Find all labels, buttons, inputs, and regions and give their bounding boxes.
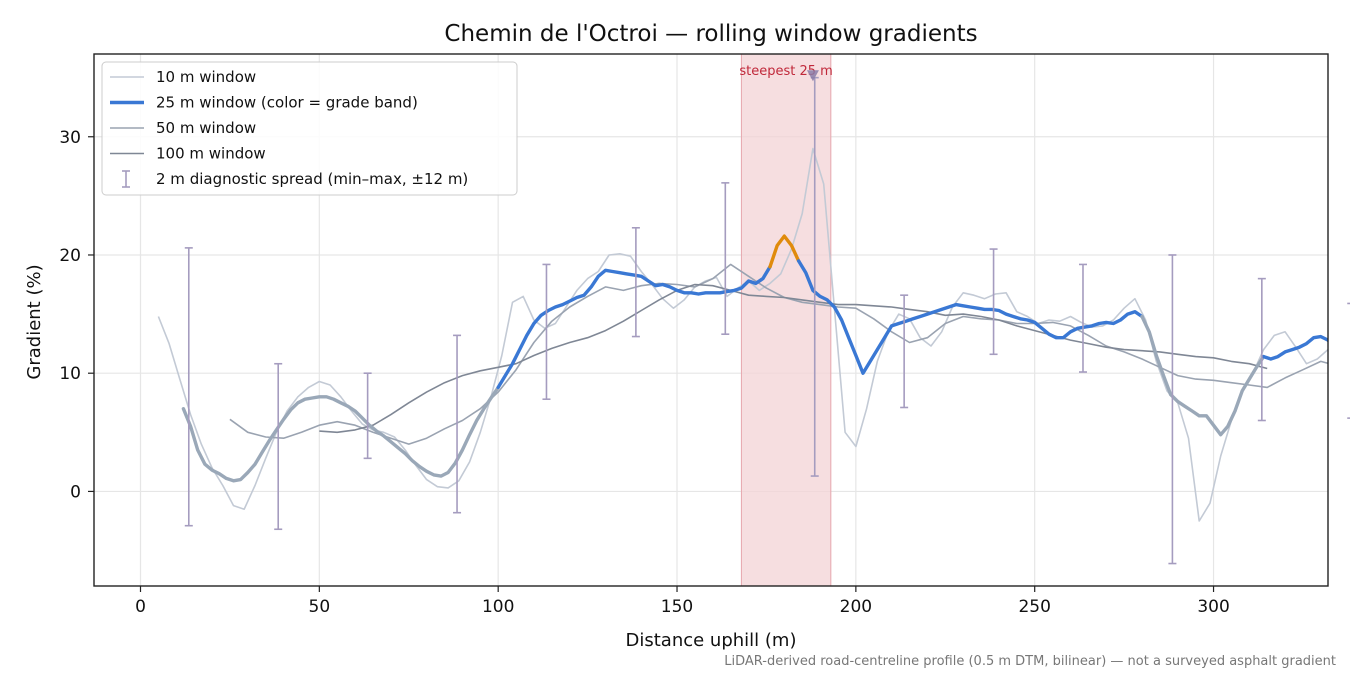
error-bars [184, 76, 1350, 565]
x-axis-label: Distance uphill (m) [626, 630, 797, 651]
legend: 10 m window 25 m window (color = grade ba… [101, 61, 518, 196]
steepest-label: steepest 25 m [739, 64, 832, 79]
legend-item: 10 m window [110, 68, 256, 86]
x-tick-label: 250 [1018, 597, 1050, 617]
error-bar [631, 226, 640, 338]
x-tick-label: 0 [135, 597, 146, 617]
error-bar [1078, 263, 1087, 373]
steepest-marker [806, 70, 819, 82]
legend-item: 50 m window [110, 119, 256, 137]
series-25m-segment-mid [796, 259, 1144, 375]
y-tick-label: 0 [70, 482, 81, 502]
steepest-annotation: steepest 25 m [739, 64, 833, 82]
error-bar [989, 248, 998, 356]
caption-note: LiDAR-derived road-centreline profile (0… [724, 654, 1336, 669]
series-line-50-m-window [229, 263, 1328, 445]
x-tick-label: 200 [840, 597, 872, 617]
error-bar [721, 182, 730, 335]
error-bar [900, 294, 909, 409]
y-tick-label: 30 [59, 128, 81, 148]
chart-title: Chemin de l'Octroi — rolling window grad… [444, 21, 977, 47]
y-tick-label: 10 [59, 364, 81, 384]
x-tick-label: 150 [661, 597, 693, 617]
y-axis-ticks: 0 10 20 30 [59, 128, 94, 502]
y-axis-label: Gradient (%) [24, 264, 45, 379]
series-25m-segment-low [181, 385, 500, 483]
legend-label: 100 m window [156, 145, 266, 163]
error-bar [1347, 302, 1350, 419]
error-bar [1168, 254, 1177, 565]
x-tick-label: 100 [482, 597, 514, 617]
legend-item: 2 m diagnostic spread (min–max, ±12 m) [122, 170, 468, 188]
steepest-highlight [740, 54, 832, 586]
legend-label: 10 m window [156, 68, 256, 86]
error-bar [542, 263, 551, 401]
x-tick-label: 50 [309, 597, 331, 617]
highlight-span [741, 54, 831, 586]
series-25m-segment-high [768, 234, 801, 269]
series-25m-segment-low [1140, 314, 1266, 437]
error-bar [274, 362, 283, 531]
series-line-100-m-window [319, 283, 1268, 434]
x-axis-ticks: 050100150200250300350 [135, 586, 1230, 617]
legend-item: 100 m window [110, 145, 266, 163]
legend-label: 50 m window [156, 119, 256, 137]
legend-label: 2 m diagnostic spread (min–max, ±12 m) [156, 170, 468, 188]
y-tick-label: 20 [59, 246, 81, 266]
series-25m-segment-mid [496, 265, 772, 390]
error-bar [184, 247, 193, 527]
error-bar [363, 372, 372, 460]
legend-label: 25 m window (color = grade band) [156, 94, 418, 112]
series-25m-segment-mid [1261, 334, 1328, 361]
x-tick-label: 300 [1197, 597, 1229, 617]
plot-frame [93, 53, 1329, 587]
legend-item: 25 m window (color = grade band) [110, 94, 418, 112]
legend-box [101, 61, 518, 196]
error-bar [1257, 277, 1266, 422]
error-bar [453, 334, 462, 514]
series-lines [157, 147, 1328, 522]
